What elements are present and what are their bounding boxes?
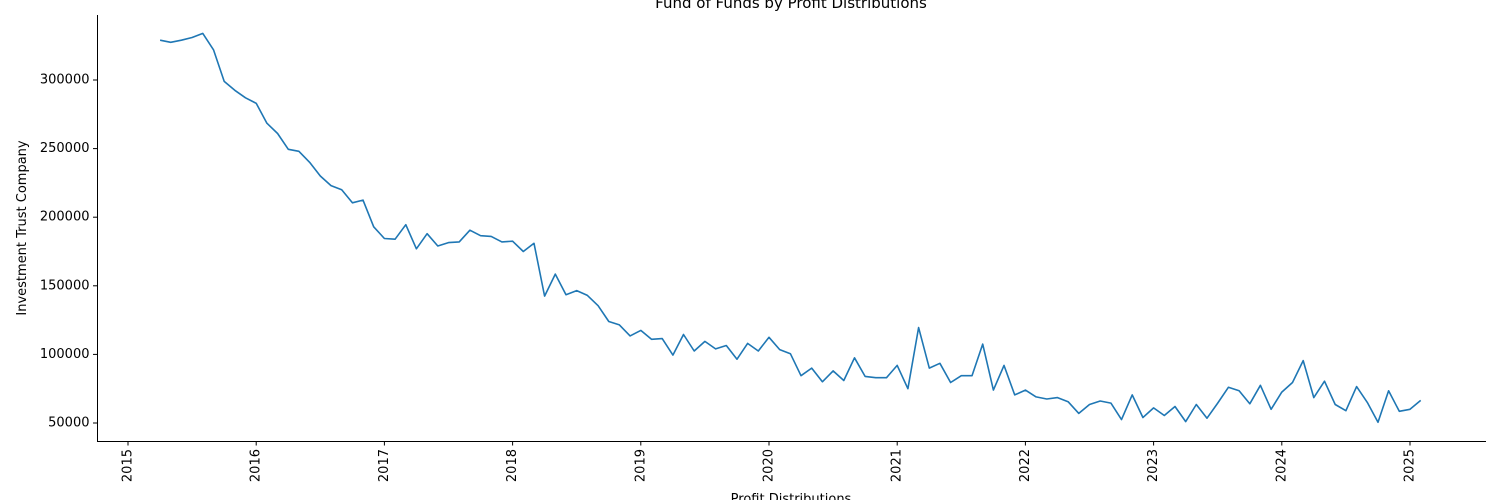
x-axis-ticks: 2015 2016 2017 2018 2019 2020 2021 2022 2023 2024… (121, 441, 1418, 482)
x-tick-label: 2020 (762, 449, 777, 482)
y-tick-label: 300000 (40, 73, 90, 88)
x-tick-label: 2018 (505, 449, 520, 482)
x-tick-label: 2022 (1018, 449, 1033, 482)
x-tick-label: 2025 (1403, 449, 1418, 482)
x-tick-label: 2021 (890, 449, 905, 482)
x-tick-label: 2016 (249, 449, 264, 482)
y-axis-title: Investment Trust Company (15, 140, 30, 316)
x-tick-label: 2017 (377, 449, 392, 482)
chart-title: Fund of Funds by Profit Distributions (655, 0, 927, 12)
x-tick-label: 2019 (633, 449, 648, 482)
y-tick-label: 150000 (40, 278, 90, 293)
y-tick-label: 200000 (40, 210, 90, 225)
x-tick-label: 2023 (1146, 449, 1161, 482)
y-tick-label: 250000 (40, 141, 90, 156)
y-tick-label: 50000 (48, 416, 89, 431)
y-axis-ticks: 50000 100000 150000 200000 250000 300000 (40, 73, 98, 431)
x-tick-label: 2024 (1274, 449, 1289, 482)
series-line (159, 32, 1422, 424)
x-axis-title: Profit Distributions (731, 492, 852, 500)
y-tick-label: 100000 (40, 347, 90, 362)
x-tick-label: 2015 (121, 449, 136, 482)
